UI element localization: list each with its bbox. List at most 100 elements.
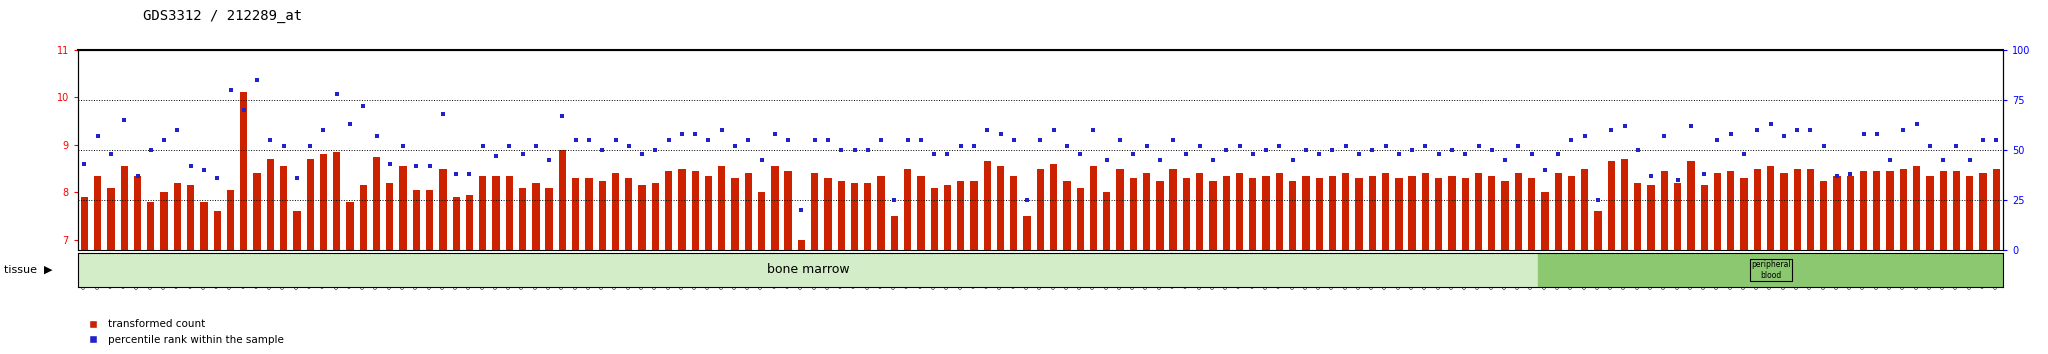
Point (758, 131, 791, 136)
Bar (186, 185, 195, 250)
Bar (1303, 176, 1309, 250)
Bar (1780, 173, 1788, 250)
Bar (598, 181, 606, 250)
Point (1063, 151, 1096, 156)
Point (1821, 173, 1853, 178)
Bar (1554, 173, 1563, 250)
Bar (1501, 181, 1509, 250)
Bar (1130, 178, 1137, 250)
Bar (147, 202, 154, 250)
Bar (586, 178, 592, 250)
Legend: transformed count, percentile rank within the sample: transformed count, percentile rank withi… (84, 315, 289, 349)
Point (1051, 143, 1083, 148)
Bar (1767, 166, 1774, 250)
Point (1847, 131, 1880, 136)
Point (1954, 157, 1987, 162)
Bar (864, 183, 872, 250)
Point (1675, 123, 1708, 129)
Bar (1262, 176, 1270, 250)
Point (1966, 137, 1999, 142)
Point (360, 133, 393, 138)
Bar (106, 188, 115, 250)
Point (1370, 143, 1403, 148)
Point (82, 133, 115, 138)
Bar (1462, 178, 1468, 250)
Point (799, 137, 831, 142)
Bar (1184, 178, 1190, 250)
Bar (80, 197, 88, 250)
Bar (1090, 166, 1098, 250)
Point (825, 147, 858, 153)
Bar (1874, 171, 1880, 250)
Bar (1448, 176, 1456, 250)
Point (1554, 137, 1587, 142)
Bar (1978, 173, 1987, 250)
Point (1237, 151, 1270, 156)
Point (918, 151, 950, 156)
Bar (1833, 176, 1841, 250)
Bar (1051, 164, 1057, 250)
Bar (666, 171, 672, 250)
Point (1622, 147, 1655, 153)
Point (573, 137, 606, 142)
Bar (1673, 183, 1681, 250)
Bar (1726, 171, 1735, 250)
Point (1501, 143, 1534, 148)
Point (201, 175, 233, 181)
Point (1649, 133, 1681, 138)
Bar (1581, 169, 1589, 250)
Point (666, 131, 698, 136)
Point (1542, 151, 1575, 156)
Point (373, 161, 406, 166)
Point (1782, 127, 1815, 132)
Bar (1927, 176, 1933, 250)
Point (467, 143, 500, 148)
Bar (1223, 176, 1231, 250)
Point (1528, 167, 1561, 172)
Point (1356, 147, 1389, 153)
Bar (1753, 169, 1761, 250)
Point (1397, 147, 1430, 153)
Point (281, 175, 313, 181)
Point (1184, 143, 1217, 148)
Point (188, 167, 221, 172)
Bar (334, 152, 340, 250)
Point (1913, 143, 1946, 148)
Point (651, 137, 684, 142)
Bar (254, 173, 260, 250)
Point (227, 107, 260, 113)
Point (864, 137, 897, 142)
Bar (1368, 176, 1376, 250)
Bar (983, 161, 991, 250)
Bar (692, 171, 698, 250)
Bar (745, 173, 752, 250)
Point (135, 147, 168, 153)
Bar (758, 193, 766, 250)
Text: peripheral
blood: peripheral blood (1751, 260, 1790, 280)
Point (1169, 151, 1202, 156)
Bar (1409, 176, 1415, 250)
Point (879, 197, 911, 202)
Bar (506, 176, 512, 250)
Text: GDS3312 / 212289_at: GDS3312 / 212289_at (143, 9, 303, 23)
Point (1382, 151, 1415, 156)
Point (891, 137, 924, 142)
Bar (319, 154, 328, 250)
Point (242, 77, 274, 82)
Bar (1276, 173, 1282, 250)
Bar (360, 185, 367, 250)
Bar (838, 181, 846, 250)
Point (1886, 127, 1919, 132)
Point (1595, 127, 1628, 132)
Bar (1063, 181, 1071, 250)
Point (1317, 147, 1350, 153)
Bar (678, 169, 686, 250)
Bar (559, 149, 565, 250)
Point (1729, 151, 1761, 156)
Point (1901, 121, 1933, 126)
Bar (719, 166, 725, 250)
Point (811, 137, 844, 142)
Bar (1700, 185, 1708, 250)
Point (559, 137, 592, 142)
Point (109, 117, 141, 122)
